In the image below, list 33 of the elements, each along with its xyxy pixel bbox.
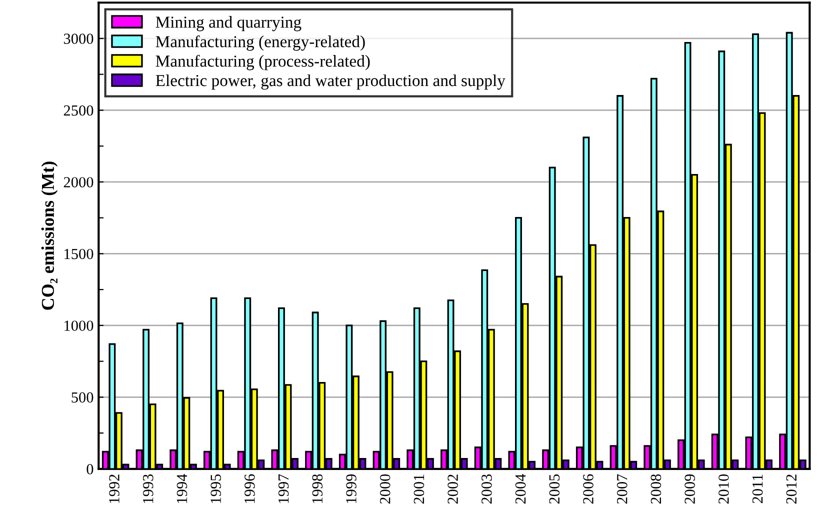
x-tick-label: 2012 — [786, 474, 797, 504]
y-axis-title: CO₂ emissions (Mt) — [41, 162, 58, 310]
x-tick-label: 2006 — [583, 474, 594, 504]
y-tick-label: 1000 — [64, 320, 94, 331]
legend-label: Electric power, gas and water production and supply — [156, 74, 506, 90]
x-tick-label: 1992 — [109, 474, 120, 503]
x-tick-label: 1995 — [210, 474, 221, 503]
x-tick-label: 2009 — [684, 474, 695, 504]
y-tick-label: 2500 — [64, 105, 94, 116]
x-tick-label: 2003 — [482, 474, 492, 504]
x-tick-label: 1997 — [278, 474, 289, 503]
y-tick-label: 500 — [72, 392, 94, 403]
x-tick-label: 1998 — [312, 474, 323, 503]
legend-label: Mining and quarrying — [156, 16, 302, 32]
x-tick-label: 2005 — [549, 474, 560, 504]
y-tick-label: 3000 — [64, 34, 94, 44]
x-tick-label: 1993 — [142, 474, 154, 503]
x-tick-label: 2000 — [380, 474, 390, 504]
x-tick-label: 2001 — [414, 474, 424, 504]
y-tick-label: 0 — [86, 464, 94, 474]
x-tick-label: 1999 — [346, 474, 356, 503]
y-tick-label: 1500 — [64, 248, 94, 260]
x-tick-label: 1996 — [244, 474, 255, 503]
x-tick-label: 2011 — [752, 474, 763, 504]
legend-label: Manufacturing (energy-related) — [156, 35, 365, 51]
legend-label: Manufacturing (process-related) — [156, 54, 370, 70]
x-tick-label: 2010 — [718, 474, 729, 504]
x-tick-label: 2002 — [448, 474, 458, 504]
x-tick-label: 2004 — [515, 474, 526, 504]
x-tick-label: 1994 — [176, 474, 188, 503]
x-tick-label: 2008 — [650, 474, 662, 504]
x-tick-label: 2007 — [616, 474, 628, 504]
y-tick-label: 2000 — [64, 177, 94, 188]
